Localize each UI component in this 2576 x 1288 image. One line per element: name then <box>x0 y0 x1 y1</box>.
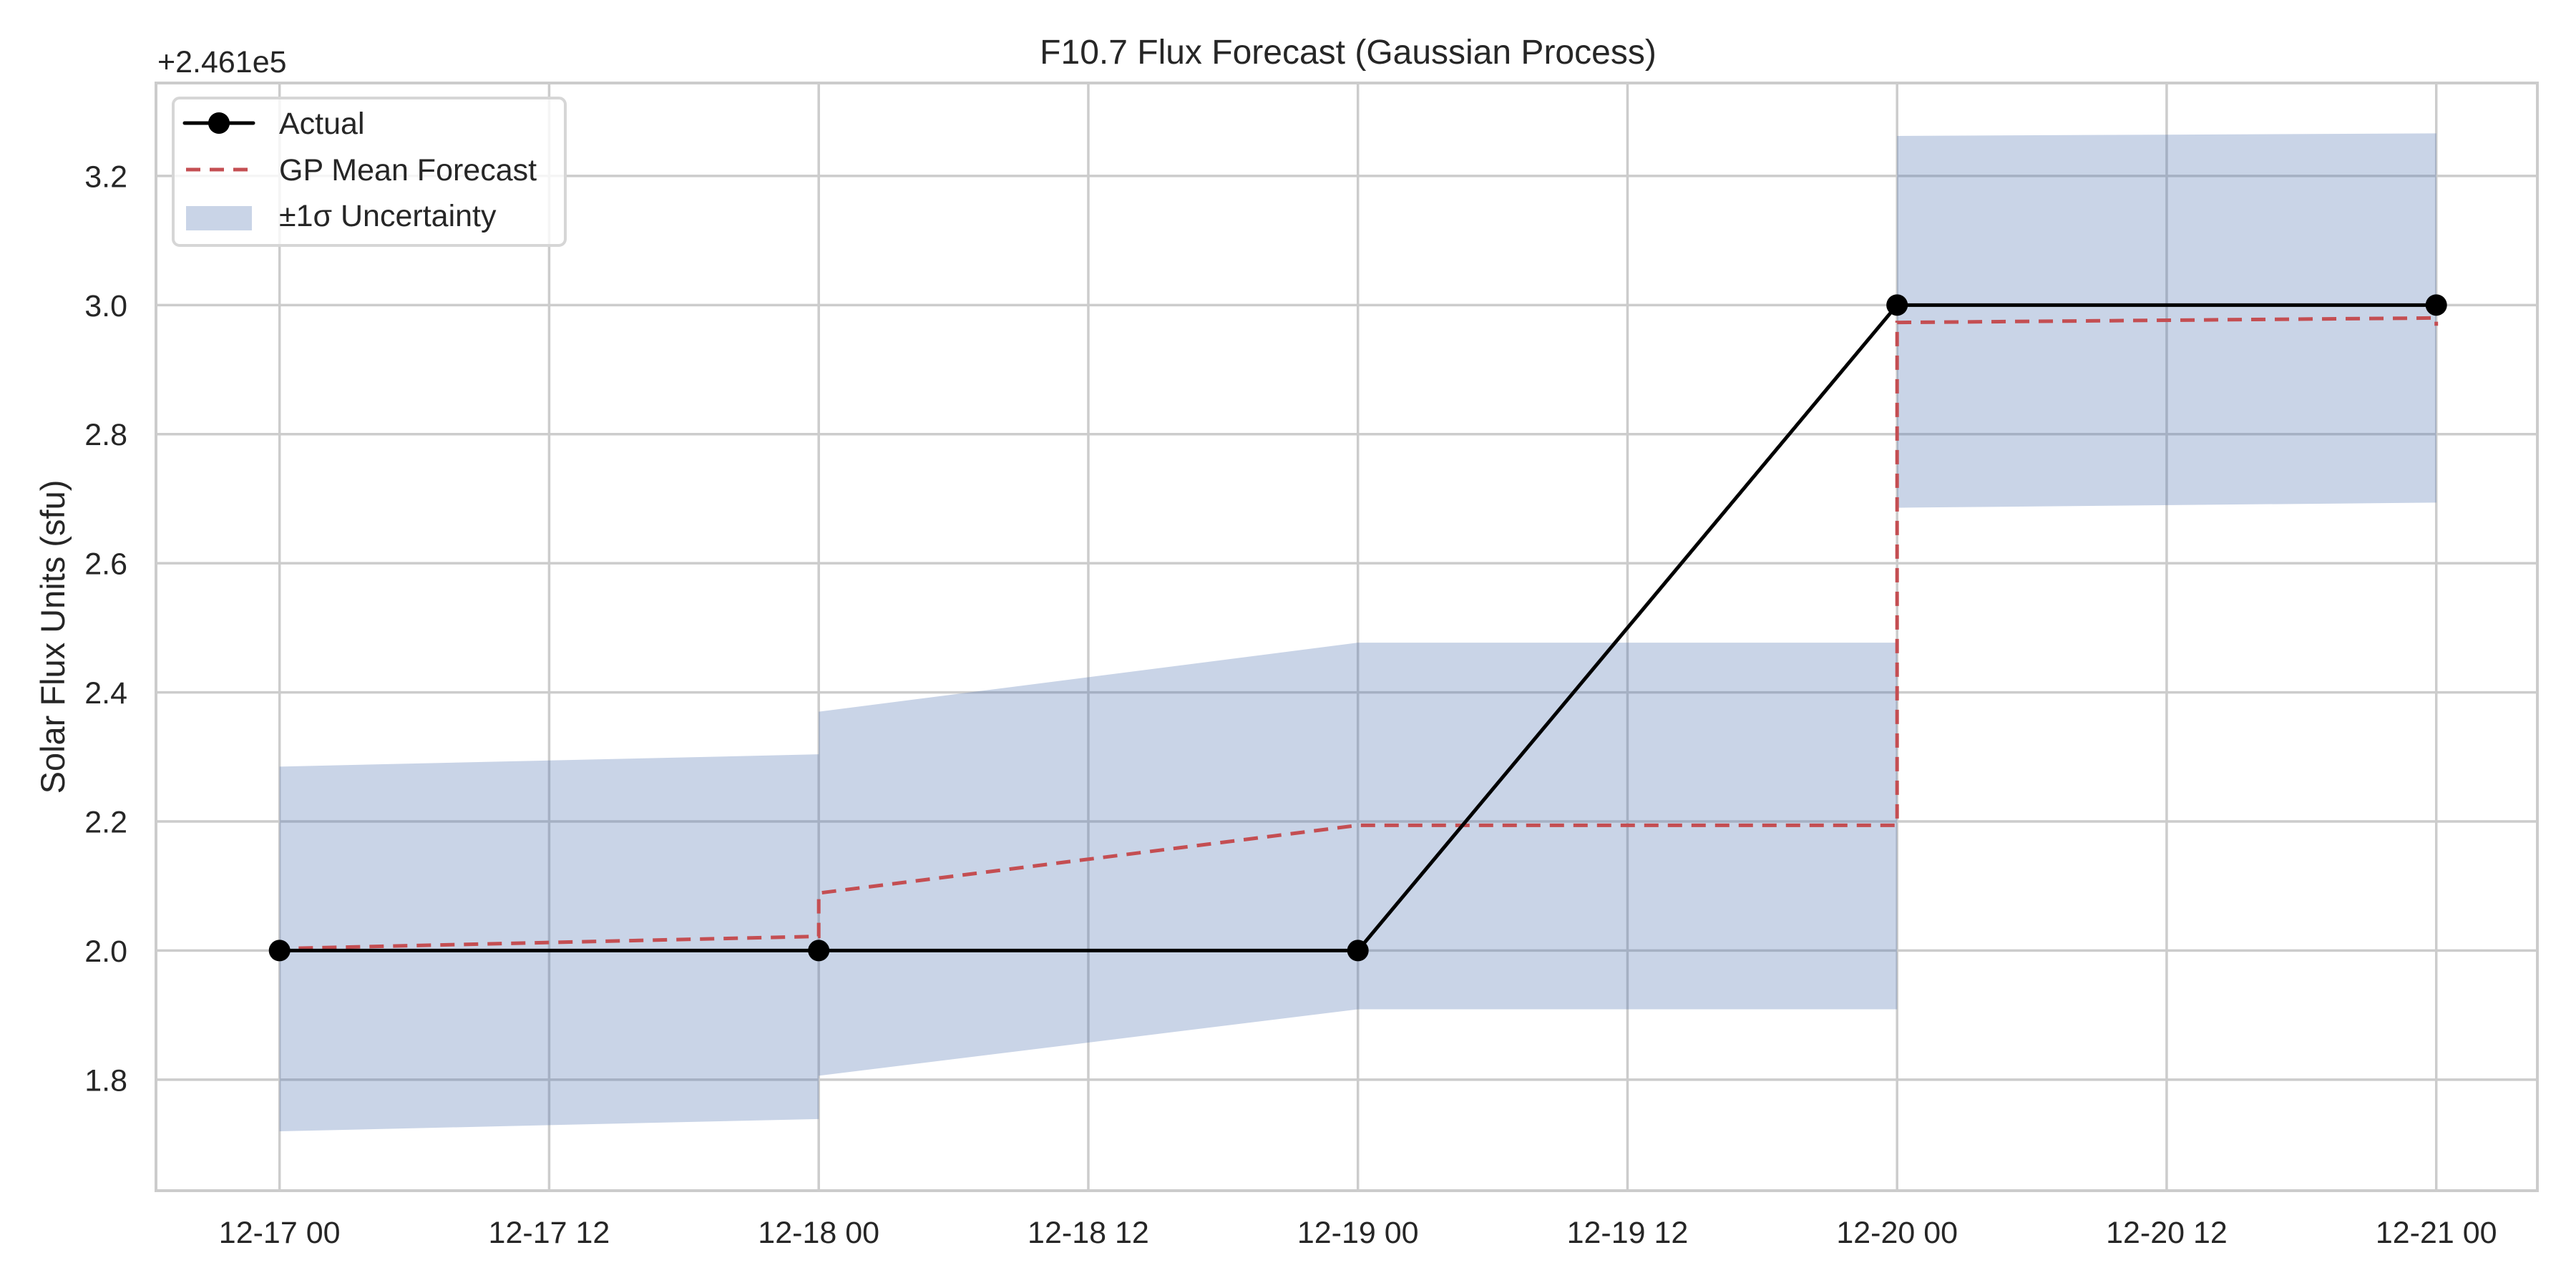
y-tick-label: 3.2 <box>84 160 127 194</box>
gp-mean-path <box>278 316 2439 954</box>
legend-item-gp-mean: GP Mean Forecast <box>186 153 537 187</box>
x-tick-label: 12-21 00 <box>2376 1216 2497 1250</box>
actual-data-point <box>1886 294 1908 316</box>
legend-label-gp-mean: GP Mean Forecast <box>279 153 537 187</box>
y-tick-label: 2.8 <box>84 418 127 452</box>
y-axis-label: Solar Flux Units (sfu) <box>34 480 72 794</box>
x-tick-label: 12-18 00 <box>758 1216 879 1250</box>
x-tick-label: 12-17 12 <box>489 1216 610 1250</box>
actual-line <box>268 294 2447 962</box>
plot-area <box>155 82 2539 1192</box>
legend-frame <box>172 97 567 247</box>
actual-data-point <box>808 940 830 962</box>
legend-actual-marker-icon <box>208 112 230 134</box>
y-axis-offset-text: +2.461e5 <box>157 45 287 79</box>
axes-background <box>156 83 2537 1191</box>
x-tick-label: 12-18 12 <box>1028 1216 1149 1250</box>
actual-data-point <box>1347 940 1369 962</box>
legend-item-uncertainty: ±1σ Uncertainty <box>186 199 497 233</box>
legend-band-swatch-icon <box>186 206 252 230</box>
legend-item-actual: Actual <box>182 107 365 141</box>
y-axis-tick-labels: 1.8 2.0 2.2 2.4 2.6 2.8 3.0 3.2 <box>84 160 127 1098</box>
actual-data-point <box>268 940 291 962</box>
legend-label-uncertainty: ±1σ Uncertainty <box>279 199 497 233</box>
actual-data-point <box>2425 294 2447 316</box>
y-tick-label: 2.0 <box>84 935 127 969</box>
x-tick-label: 12-19 00 <box>1297 1216 1419 1250</box>
gp-mean-forecast-line <box>278 316 2439 954</box>
uncertainty-band-segment <box>279 754 819 1132</box>
legend-label-actual: Actual <box>279 107 365 141</box>
x-tick-label: 12-20 00 <box>1836 1216 1958 1250</box>
y-tick-label: 2.6 <box>84 547 127 582</box>
y-tick-label: 2.2 <box>84 806 127 840</box>
x-tick-label: 12-17 00 <box>219 1216 341 1250</box>
x-tick-label: 12-20 12 <box>2106 1216 2228 1250</box>
x-axis-tick-labels: 12-17 00 12-17 12 12-18 00 12-18 12 12-19 00… <box>219 1216 2497 1250</box>
y-tick-label: 2.4 <box>84 676 127 711</box>
y-tick-label: 3.0 <box>84 289 127 323</box>
y-tick-label: 1.8 <box>84 1063 127 1098</box>
x-tick-label: 12-19 12 <box>1567 1216 1689 1250</box>
axes-spines <box>155 82 2539 1192</box>
chart-title: F10.7 Flux Forecast (Gaussian Process) <box>1040 34 1657 72</box>
legend: Actual GP Mean Forecast ±1σ Uncertainty <box>172 97 567 247</box>
